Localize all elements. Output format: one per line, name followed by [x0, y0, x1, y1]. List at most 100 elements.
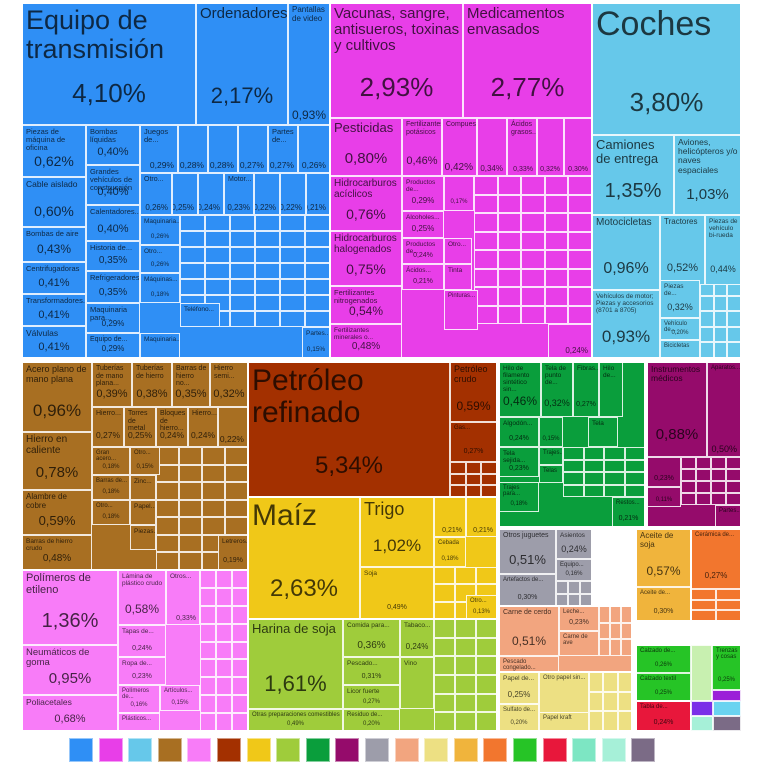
treemap-cell[interactable]: Tapas de... 0,24%: [118, 625, 166, 657]
treemap-cell[interactable]: Aceite de soja 0,57%: [636, 529, 691, 587]
treemap-cell[interactable]: Petróleo crudo 0,59%: [450, 362, 497, 422]
treemap-cell[interactable]: Hierro en caliente 0,78%: [22, 432, 92, 490]
treemap-cell[interactable]: Vehículo de... 0,20%: [660, 318, 700, 340]
treemap-cell[interactable]: Carne de cerdo 0,51%: [499, 606, 559, 656]
treemap-cell[interactable]: Barras de... 0,18%: [92, 475, 130, 500]
legend-swatch[interactable]: [453, 738, 478, 762]
treemap-cell[interactable]: Compuestos... 0,42%: [442, 118, 477, 176]
treemap-cell[interactable]: Tractores 0,52%: [660, 215, 705, 285]
treemap-cell[interactable]: Aceite de... 0,30%: [636, 587, 691, 621]
treemap-cell[interactable]: 0,21%: [306, 173, 330, 215]
treemap-cell[interactable]: Trigo 1,02%: [360, 497, 434, 567]
treemap-cell[interactable]: 0,21%: [466, 497, 497, 537]
treemap-cell[interactable]: Medicamentos envasados 2,77%: [463, 3, 592, 118]
treemap-cell[interactable]: Teléfono...: [180, 303, 220, 327]
treemap-cell[interactable]: 0,17%: [444, 176, 474, 211]
treemap-cell[interactable]: Poliacetales 0,68%: [22, 695, 118, 731]
legend-swatch[interactable]: [601, 738, 626, 762]
legend-swatch[interactable]: [424, 738, 449, 762]
legend-swatch[interactable]: [217, 738, 241, 762]
treemap-cell[interactable]: Vino: [400, 657, 434, 709]
treemap-cell[interactable]: Asientos 0,24%: [556, 529, 592, 559]
treemap-cell[interactable]: Tuberías de hierro 0,38%: [132, 362, 172, 407]
treemap-cell[interactable]: Aparatos... 0,50%: [707, 362, 741, 457]
treemap-cell[interactable]: Bloques de hierro... 0,24%: [156, 407, 188, 447]
treemap-cell[interactable]: Centrifugadoras 0,41%: [22, 262, 86, 294]
treemap-cell[interactable]: Tela de punto de... 0,32%: [541, 362, 573, 417]
treemap-cell[interactable]: Barras de hierro no... 0,35%: [172, 362, 210, 407]
treemap-cell[interactable]: Partes... 0,15%: [302, 327, 330, 358]
treemap-cell[interactable]: Juegos de... 0,29%: [140, 125, 178, 173]
legend-swatch[interactable]: [483, 738, 508, 762]
treemap-cell[interactable]: Petróleo refinado 5,34%: [248, 362, 450, 497]
treemap-cell[interactable]: Neumáticos de goma 0,95%: [22, 645, 118, 695]
treemap-cell[interactable]: Bombas de aire 0,43%: [22, 227, 86, 262]
treemap-cell[interactable]: Fertilizantes minerales o... 0,48%: [330, 324, 402, 358]
treemap-cell[interactable]: 0,22%: [218, 407, 248, 447]
treemap-cell[interactable]: Historia de... 0,35%: [86, 241, 140, 271]
treemap-cell[interactable]: Otras preparaciones comestibles 0,49%: [248, 709, 343, 731]
treemap-cell[interactable]: Transformadores... 0,41%: [22, 294, 86, 326]
treemap-cell[interactable]: Gas... 0,27%: [450, 422, 497, 462]
treemap-cell[interactable]: Maquinaria... 0,26%: [140, 215, 180, 245]
treemap-cell[interactable]: Ordenadores 2,17%: [196, 3, 288, 125]
treemap-cell[interactable]: Pescado... 0,31%: [343, 657, 400, 685]
treemap-cell[interactable]: Soja 0,49%: [360, 567, 434, 619]
treemap-cell[interactable]: Alcoholes... 0,25%: [402, 211, 444, 238]
treemap-cell[interactable]: Trajes...: [539, 447, 563, 465]
treemap-cell[interactable]: Tinta: [444, 264, 472, 290]
treemap-cell[interactable]: Comida para... 0,36%: [343, 619, 400, 657]
treemap-cell[interactable]: 0,23%: [647, 457, 681, 487]
treemap-cell[interactable]: Calzado textil 0,25%: [636, 673, 691, 701]
treemap-cell[interactable]: Vacunas, sangre, antisueros, toxinas y c…: [330, 3, 463, 118]
treemap-cell[interactable]: 0,30%: [564, 118, 592, 176]
legend-swatch[interactable]: [98, 738, 123, 762]
treemap-cell[interactable]: Tuberías de mano plana... 0,39%: [92, 362, 132, 407]
treemap-cell[interactable]: Tela: [588, 417, 618, 447]
treemap-cell[interactable]: Sulfato de... 0,20%: [499, 704, 539, 731]
treemap-cell[interactable]: 0,28%: [208, 125, 238, 173]
treemap-cell[interactable]: Restos... 0,21%: [612, 497, 645, 527]
treemap-cell[interactable]: Grandes vehículos de construcción 0,40%: [86, 165, 140, 205]
treemap-cell[interactable]: Fertilizantes potásicos 0,46%: [402, 118, 442, 176]
treemap-cell[interactable]: Hierro semi... 0,32%: [210, 362, 248, 407]
treemap-cell[interactable]: Telas: [539, 465, 563, 483]
legend-swatch[interactable]: [542, 738, 567, 762]
treemap-cell[interactable]: Pescado congelado...: [499, 656, 559, 672]
treemap-cell[interactable]: Piezas de vehículo bi-rueda 0,44%: [705, 215, 741, 285]
treemap-cell[interactable]: Hilo de filamento sintético sin... 0,46%: [499, 362, 541, 417]
treemap-cell[interactable]: Hierro... 0,24%: [188, 407, 218, 447]
treemap-cell[interactable]: Zinc...: [130, 475, 156, 500]
treemap-cell[interactable]: 0,22%: [254, 173, 280, 215]
treemap-cell[interactable]: Cerámica de... 0,27%: [691, 529, 741, 589]
treemap-cell[interactable]: Otro... 0,13%: [466, 595, 497, 619]
treemap-cell[interactable]: Plásticos...: [118, 713, 160, 731]
treemap-cell[interactable]: Fibras... 0,27%: [573, 362, 599, 417]
treemap-cell[interactable]: Maquinaria para... 0,29%: [86, 303, 140, 333]
treemap-cell[interactable]: Piezas de máquina de oficina 0,62%: [22, 125, 86, 177]
treemap-cell[interactable]: Otros... 0,33%: [166, 570, 200, 625]
treemap-cell[interactable]: Motor... 0,23%: [224, 173, 254, 215]
legend-swatch[interactable]: [631, 738, 656, 762]
legend-swatch[interactable]: [365, 738, 389, 762]
treemap-cell[interactable]: 0,32%: [537, 118, 564, 176]
treemap-cell[interactable]: Hidrocarburos halogenados 0,75%: [330, 231, 402, 286]
treemap-cell[interactable]: Ácidos grasos... 0,33%: [507, 118, 537, 176]
treemap-cell[interactable]: Tela sejida... 0,23%: [499, 447, 539, 477]
treemap-cell[interactable]: 0,27%: [238, 125, 268, 173]
treemap-cell[interactable]: Polímeros de etileno 1,36%: [22, 570, 118, 645]
treemap-cell[interactable]: Otros juguetes 0,51%: [499, 529, 556, 574]
treemap-cell[interactable]: 0,34%: [477, 118, 507, 176]
treemap-cell[interactable]: Instrumentos médicos 0,88%: [647, 362, 707, 457]
treemap-cell[interactable]: Pantallas de video 0,93%: [288, 3, 330, 125]
treemap-cell[interactable]: Partes de... 0,27%: [268, 125, 298, 173]
treemap-cell[interactable]: Letreros... 0,19%: [218, 535, 248, 570]
treemap-cell[interactable]: Papel de... 0,25%: [499, 672, 539, 704]
treemap-cell[interactable]: Maíz 2,63%: [248, 497, 360, 619]
treemap-cell[interactable]: 0,15%: [539, 417, 563, 447]
treemap-cell[interactable]: Hierro... 0,27%: [92, 407, 124, 447]
legend-swatch[interactable]: [246, 738, 271, 762]
legend-swatch[interactable]: [69, 738, 93, 762]
treemap-cell[interactable]: Gran acero... 0,18%: [92, 447, 130, 475]
treemap-cell[interactable]: Polímeros de... 0,16%: [118, 685, 160, 713]
